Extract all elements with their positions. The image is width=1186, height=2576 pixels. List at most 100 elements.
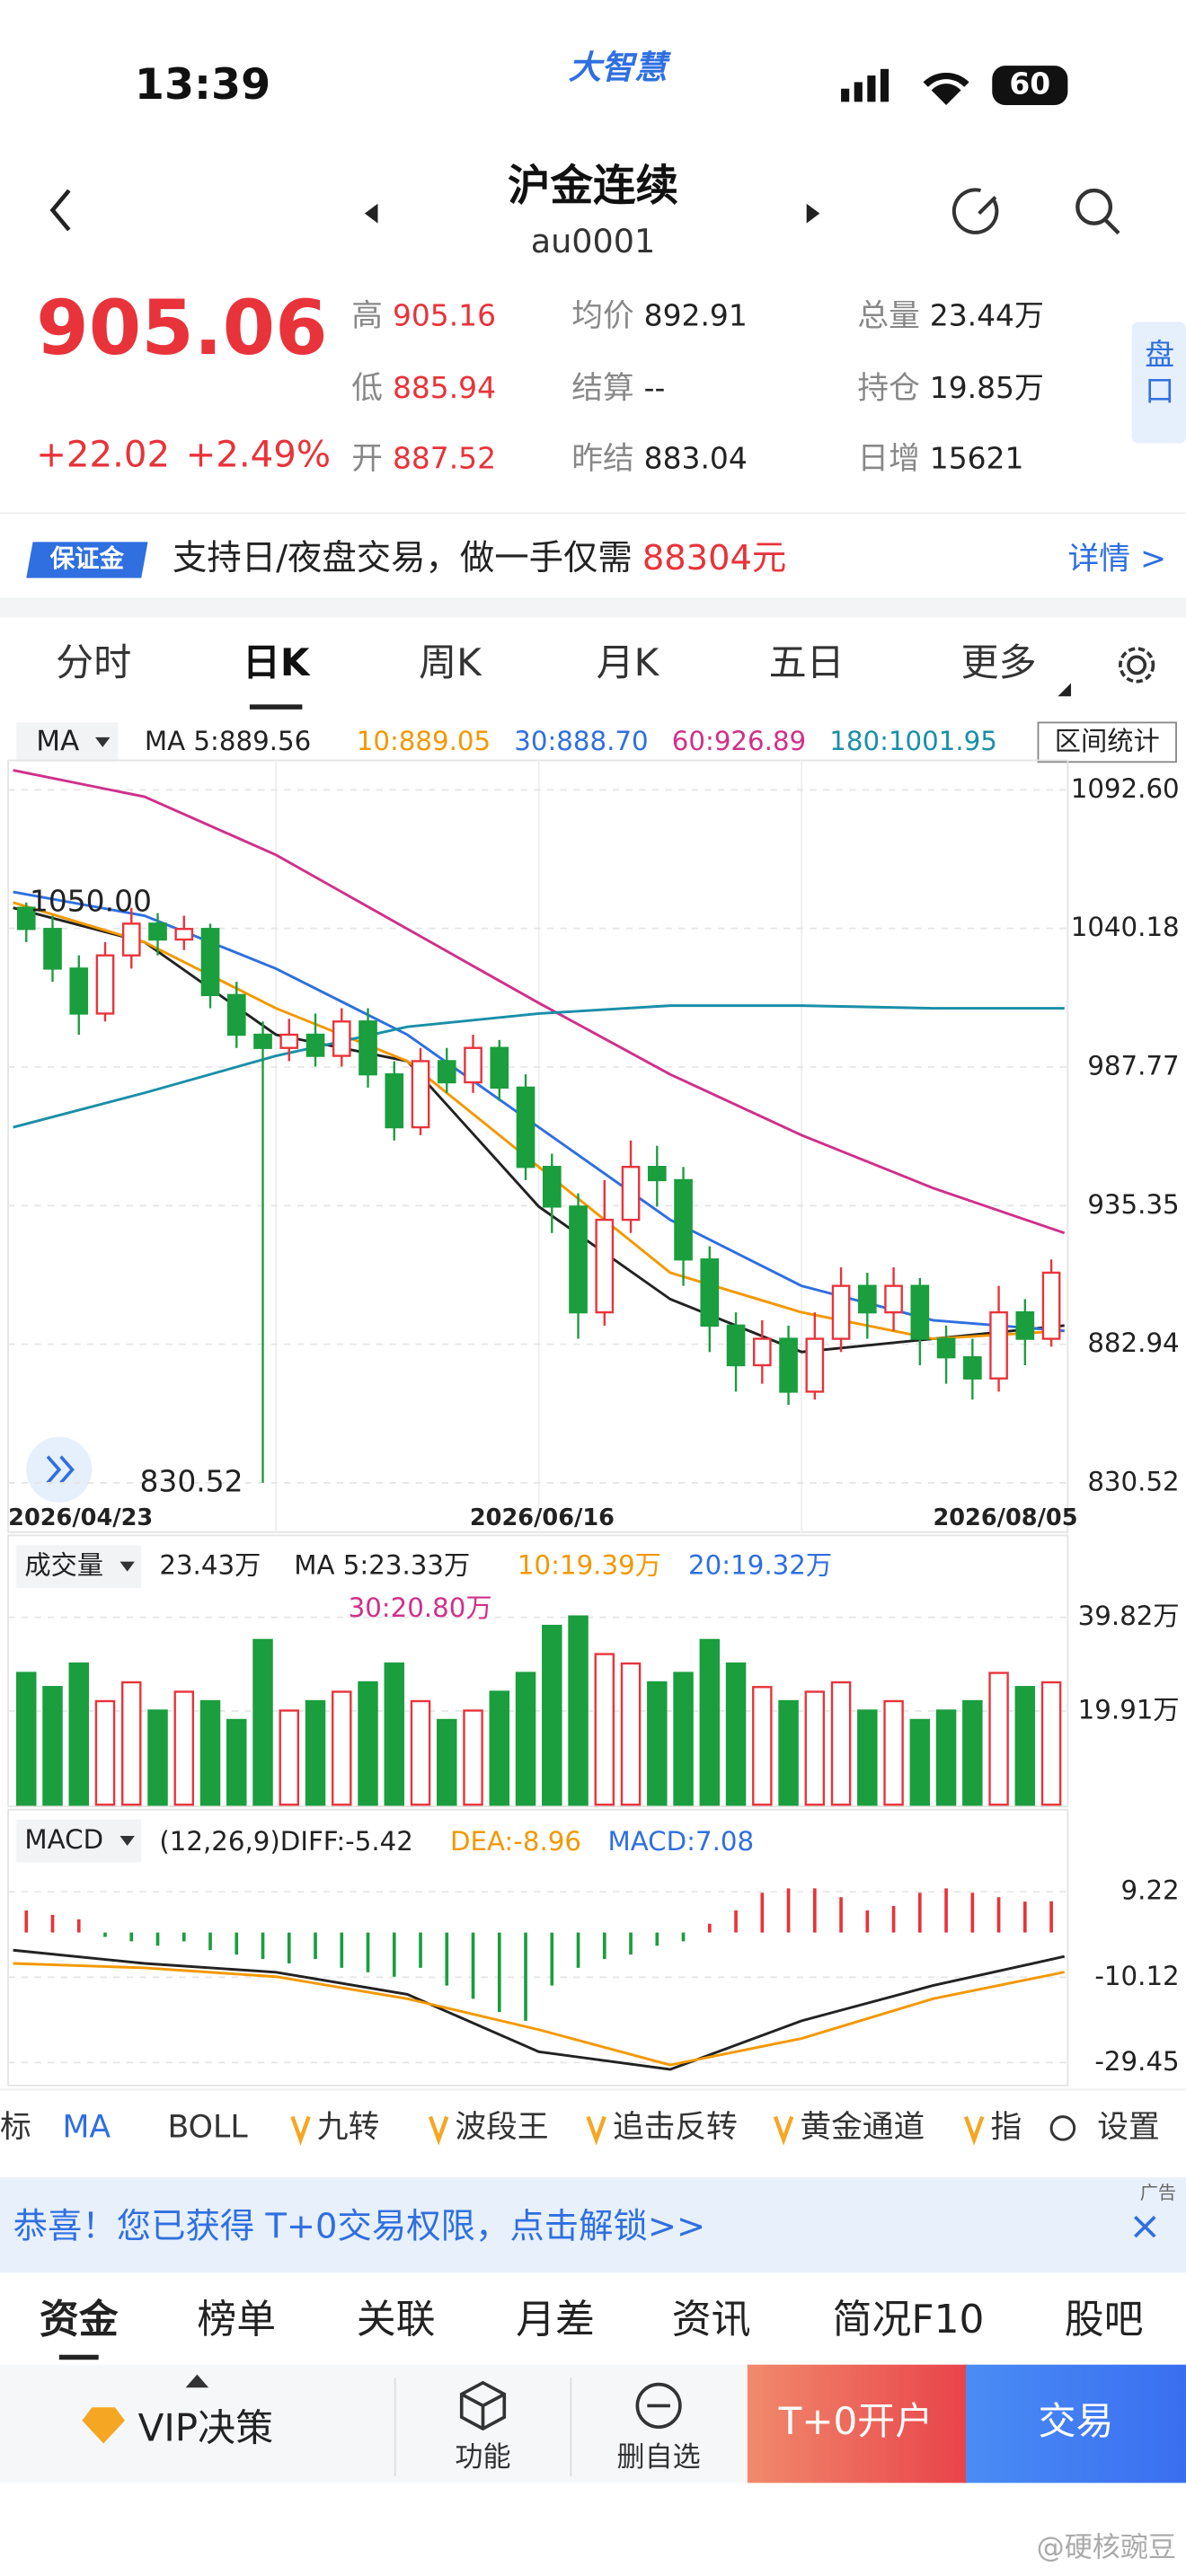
candle-body (884, 1284, 903, 1314)
open-button[interactable] (747, 2364, 968, 2483)
legend-entry: 30:20.80万 (349, 1592, 492, 1623)
field-label: 开 (351, 441, 383, 477)
indicator-tab[interactable]: 指 (990, 2109, 1022, 2145)
x-tick-label: 2026/08/05 (933, 1504, 1077, 1531)
volume-button[interactable] (16, 1545, 142, 1588)
legend-entry: MA 5:23.33万 (294, 1550, 470, 1581)
bottom-tab[interactable]: 关联 (357, 2297, 436, 2342)
candle-body (490, 1046, 509, 1090)
search-icon[interactable] (1075, 188, 1120, 235)
banner-text: 支持日/夜盘交易，做一手仅需 (173, 538, 633, 578)
legend-entry: 180:1001.95 (829, 726, 997, 756)
gear-icon[interactable] (1119, 647, 1155, 684)
indicator-tab[interactable]: MA (62, 2109, 111, 2145)
legend-entry: 10:19.39万 (518, 1550, 661, 1581)
y-tick-label: 1092.60 (1071, 773, 1180, 804)
macd-params: (12,26,9)DIFF:-5.42 (159, 1826, 413, 1857)
ad-banner[interactable] (0, 2177, 1186, 2273)
period-tab[interactable]: 分时 (56, 640, 131, 684)
legend-entry: 30:888.70 (514, 726, 648, 756)
range-button[interactable] (1037, 721, 1177, 763)
bottom-tab[interactable]: 资讯 (672, 2297, 751, 2342)
badge-text: 保证金 (49, 544, 125, 573)
candle-body (831, 1284, 851, 1340)
remove-label[interactable]: 删自选 (617, 2441, 701, 2474)
candle-body (253, 1033, 272, 1049)
ma-line (13, 906, 1065, 1354)
vip-label[interactable]: VIP决策 (138, 2405, 274, 2449)
trade-button[interactable] (966, 2364, 1186, 2483)
candle-body (910, 1284, 930, 1340)
indicator-tab[interactable]: 九转 (317, 2109, 379, 2145)
volume-bar (437, 1718, 457, 1806)
field-label: 结算 (571, 370, 633, 406)
candle-body (752, 1337, 772, 1367)
expand-icon (46, 1455, 75, 1485)
prev-icon[interactable] (364, 203, 378, 224)
bottom-tab[interactable]: 榜单 (197, 2297, 276, 2342)
period-tab[interactable]: 周K (419, 640, 482, 684)
candle-body (700, 1258, 720, 1328)
period-tab[interactable]: 月K (597, 640, 660, 684)
bottom-tab[interactable]: 简况F10 (833, 2297, 985, 2342)
field-label: 持仓 (857, 370, 919, 406)
v-icon (428, 2115, 449, 2146)
period-tab[interactable]: 五日 (769, 640, 845, 684)
period-tab[interactable]: 日K (243, 640, 311, 684)
vip-icon (82, 2407, 125, 2444)
macd-title: MACD (24, 1824, 103, 1855)
divider (0, 512, 1186, 515)
y-tick-label: 39.82万 (1078, 1601, 1180, 1631)
refresh-icon[interactable] (951, 188, 999, 234)
y-tick-label: -29.45 (1094, 2046, 1179, 2077)
trade-label[interactable]: 交易 (1038, 2399, 1113, 2443)
macd-button[interactable] (16, 1819, 142, 1863)
field-value: 905.16 (393, 297, 496, 332)
indicator-tab[interactable]: 波段王 (455, 2109, 548, 2145)
candle-body (226, 993, 246, 1037)
indicator-tab[interactable]: 黄金通道 (800, 2109, 925, 2145)
indicator-tab[interactable]: 标 (0, 2109, 31, 2145)
range-button-label: 区间统计 (1055, 726, 1160, 756)
period-tab[interactable]: 更多 (961, 640, 1037, 684)
x-tick-label: 2026/06/16 (470, 1504, 615, 1531)
candle-body (936, 1337, 956, 1359)
side-tab[interactable] (1131, 322, 1186, 444)
candle-body (200, 928, 220, 997)
volume-bar (147, 1709, 168, 1806)
price-annotation: 830.52 (139, 1463, 243, 1498)
close-icon[interactable] (1134, 2215, 1156, 2238)
bottom-tab[interactable]: 月差 (516, 2297, 595, 2342)
bottom-tab[interactable]: 资金 (40, 2297, 119, 2342)
open-label[interactable]: T+0开户 (778, 2399, 934, 2443)
bottom-tab[interactable]: 股吧 (1065, 2297, 1144, 2342)
volume-bar (699, 1638, 721, 1806)
next-icon[interactable] (806, 203, 820, 224)
banner-amount: 88304元 (642, 538, 786, 578)
y-tick-label: 987.77 (1087, 1051, 1179, 1081)
volume-bar (725, 1662, 747, 1806)
volume-bar (752, 1686, 773, 1806)
legend-entry: MA 5:889.56 (145, 726, 311, 756)
price-annotation: 1050.00 (30, 883, 152, 918)
field-value: 15621 (930, 440, 1024, 475)
volume-bar (226, 1718, 247, 1806)
ad-text[interactable]: 恭喜！您已获得 T+0交易权限，点击解锁>> (13, 2206, 706, 2246)
back-icon[interactable] (49, 189, 71, 232)
volume-bar (199, 1699, 221, 1806)
indicator-tab[interactable]: 设置 (1097, 2109, 1159, 2145)
banner-link[interactable]: 详情 > (1067, 541, 1166, 577)
volume-bar (1040, 1681, 1062, 1806)
func-label[interactable]: 功能 (455, 2441, 510, 2474)
code: au0001 (531, 222, 656, 260)
indicator-tab[interactable]: BOLL (167, 2109, 248, 2145)
candle-body (779, 1337, 798, 1393)
more-triangle (1058, 683, 1072, 697)
indicator-tab[interactable]: 追击反转 (613, 2109, 738, 2145)
volume-bar (647, 1681, 668, 1806)
candle-body (16, 906, 36, 931)
volume-frame (7, 1534, 1069, 1808)
volume-bar (384, 1662, 405, 1806)
volume-current: 23.43万 (159, 1550, 261, 1581)
